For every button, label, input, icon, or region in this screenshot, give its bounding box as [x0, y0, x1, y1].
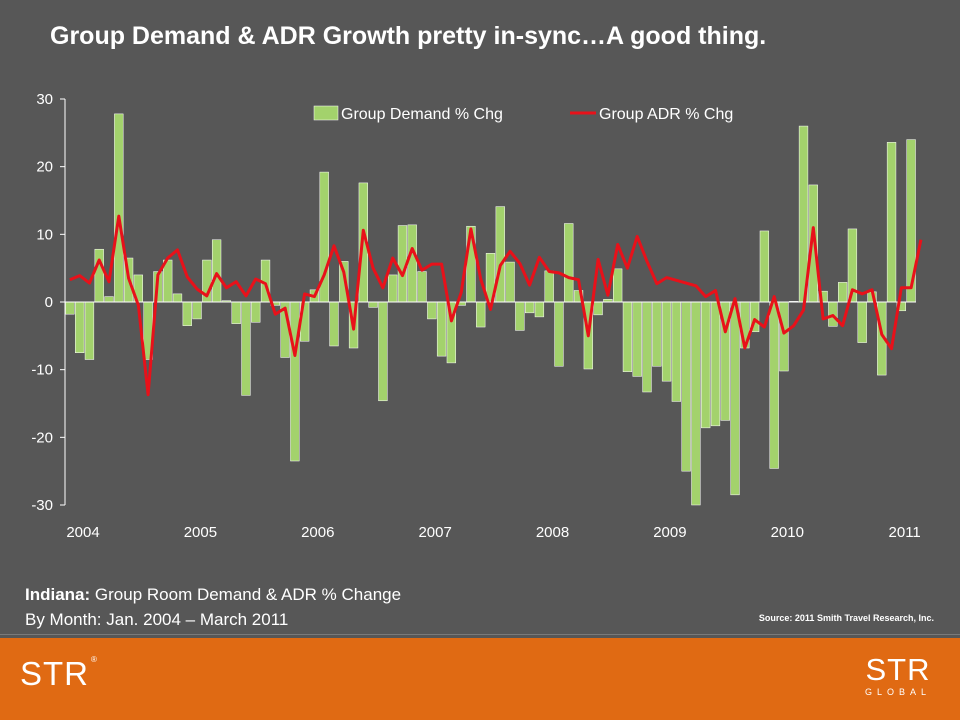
demand-bar	[211, 239, 222, 303]
demand-bar	[65, 301, 75, 315]
y-tick-label: 20	[36, 159, 53, 176]
caption-description: Group Room Demand & ADR % Change	[94, 585, 402, 604]
str-global-logo-text: STR	[865, 652, 931, 687]
source-note: Source: 2011 Smith Travel Research, Inc.	[758, 613, 934, 623]
x-tick-label: 2009	[653, 524, 686, 541]
demand-bar	[671, 301, 681, 402]
footer-bar	[0, 638, 960, 720]
demand-bar	[388, 274, 398, 303]
y-tick-label: 10	[36, 226, 53, 243]
demand-bar	[730, 301, 740, 496]
demand-bar	[104, 296, 114, 303]
demand-bar	[622, 301, 633, 372]
demand-bar	[534, 301, 545, 318]
combo-chart: Group Demand % Chg Group ADR % Chg -30 -2…	[31, 91, 923, 541]
demand-bar	[642, 301, 652, 393]
x-tick-label: 2008	[536, 524, 569, 541]
chart-legend: Group Demand % Chg Group ADR % Chg	[313, 105, 733, 123]
demand-bar	[172, 293, 183, 303]
demand-bar	[691, 301, 701, 506]
demand-bar	[436, 301, 447, 357]
x-tick-label: 2006	[301, 524, 334, 541]
demand-bar	[75, 301, 85, 353]
legend-label-demand: Group Demand % Chg	[341, 106, 503, 123]
demand-bar	[84, 301, 95, 360]
x-tick-label: 2004	[66, 524, 99, 541]
demand-bar	[613, 268, 623, 303]
demand-bar	[251, 301, 261, 323]
demand-bar	[652, 301, 662, 367]
caption-state: Indiana:	[25, 585, 91, 604]
y-tick-label: -30	[31, 497, 53, 514]
demand-bar	[114, 113, 124, 303]
demand-bar	[554, 301, 564, 367]
demand-bar	[163, 259, 173, 303]
demand-bar	[759, 230, 770, 303]
demand-bar	[427, 301, 437, 320]
demand-bar	[515, 301, 525, 331]
demand-bar	[378, 301, 388, 402]
y-tick-label: 0	[45, 294, 53, 311]
demand-bar	[564, 223, 574, 303]
demand-bar	[505, 261, 515, 303]
demand-bar	[241, 301, 251, 396]
x-tick-label: 2010	[771, 524, 804, 541]
demand-bar	[857, 301, 867, 343]
demand-bar	[593, 301, 603, 316]
y-tick-label: 30	[36, 91, 53, 108]
demand-bar	[710, 301, 721, 427]
demand-bar	[368, 301, 378, 308]
demand-bar	[779, 301, 789, 372]
y-tick-label: -20	[31, 429, 53, 446]
demand-bar	[769, 301, 779, 469]
legend-label-adr: Group ADR % Chg	[599, 106, 733, 123]
legend-swatch-demand	[313, 105, 339, 121]
y-tick-label: -10	[31, 362, 53, 379]
demand-bar	[661, 301, 672, 382]
str-logo: STR ®	[20, 655, 98, 692]
adr-line	[69, 214, 923, 397]
demand-bar	[476, 301, 486, 328]
x-tick-label: 2011	[889, 524, 921, 541]
str-global-logo-subtext: GLOBAL	[864, 687, 932, 697]
demand-bar	[290, 301, 300, 462]
demand-bar	[407, 224, 417, 303]
str-global-logo: STR GLOBAL	[858, 652, 938, 697]
demand-bar	[94, 248, 104, 303]
demand-bar	[632, 301, 642, 377]
demand-bars	[65, 113, 916, 506]
slide-title: Group Demand & ADR Growth pretty in-sync…	[50, 22, 767, 50]
demand-bar	[681, 301, 691, 472]
demand-bar	[701, 301, 711, 429]
x-tick-label: 2007	[418, 524, 451, 541]
demand-bar	[524, 301, 535, 314]
str-logo-text: STR	[20, 655, 89, 692]
caption-line-1: Indiana: Group Room Demand & ADR % Chang…	[25, 585, 401, 605]
caption-line-2: By Month: Jan. 2004 – March 2011	[25, 610, 289, 629]
demand-bar	[182, 301, 192, 326]
footer-separator	[0, 634, 960, 635]
demand-bar	[495, 206, 505, 303]
demand-bar	[544, 270, 554, 303]
demand-bar	[192, 301, 202, 320]
demand-bar	[329, 301, 339, 347]
demand-bar	[837, 282, 848, 303]
demand-bar	[417, 271, 427, 303]
demand-bar	[886, 142, 897, 303]
x-tick-label: 2005	[184, 524, 217, 541]
demand-bar	[231, 301, 241, 324]
